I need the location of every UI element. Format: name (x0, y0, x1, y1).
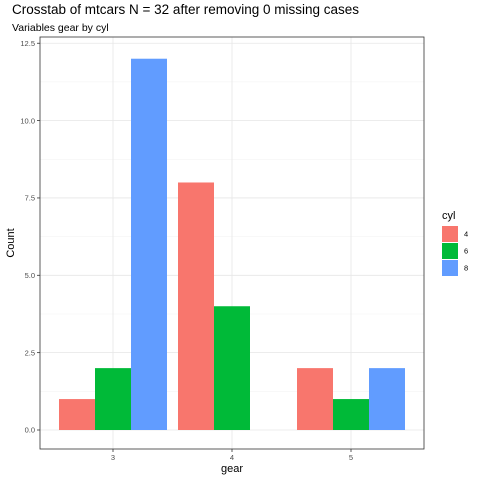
legend-label-6: 6 (464, 247, 468, 256)
bar-gear-3-cyl-6 (95, 368, 131, 430)
x-tick-label: 3 (111, 453, 115, 462)
chart-title: Crosstab of mtcars N = 32 after removing… (12, 2, 360, 17)
legend: cyl 4 6 8 (442, 210, 468, 276)
y-tick-label: 2.5 (25, 348, 35, 357)
y-axis: 0.0 2.5 5.0 7.5 10.0 12.5 (20, 39, 40, 435)
legend-key-6 (442, 243, 458, 259)
legend-key-4 (442, 226, 458, 242)
bar-gear-3-cyl-8 (131, 58, 167, 430)
y-tick-label: 10.0 (20, 116, 35, 125)
y-tick-label: 0.0 (25, 426, 35, 435)
y-tick-label: 7.5 (25, 194, 35, 203)
bar-gear-5-cyl-8 (369, 368, 405, 430)
x-tick-label: 4 (230, 453, 234, 462)
legend-label-4: 4 (464, 230, 468, 239)
legend-label-8: 8 (464, 264, 468, 273)
bar-gear-5-cyl-4 (297, 368, 333, 430)
legend-title: cyl (442, 210, 455, 222)
y-axis-title: Count (5, 228, 17, 257)
y-tick-label: 5.0 (25, 271, 35, 280)
grid-lines (40, 37, 424, 449)
x-axis: 3 4 5 (111, 449, 353, 462)
bar-gear-4-cyl-4 (178, 182, 214, 430)
bars (59, 58, 405, 430)
legend-key-8 (442, 260, 458, 276)
y-tick-label: 12.5 (20, 39, 35, 48)
bar-gear-4-cyl-6 (214, 306, 250, 430)
x-axis-title: gear (221, 463, 243, 475)
bar-gear-5-cyl-6 (333, 399, 369, 430)
chart-subtitle: Variables gear by cyl (12, 22, 109, 34)
x-tick-label: 5 (349, 453, 353, 462)
bar-gear-3-cyl-4 (59, 399, 95, 430)
